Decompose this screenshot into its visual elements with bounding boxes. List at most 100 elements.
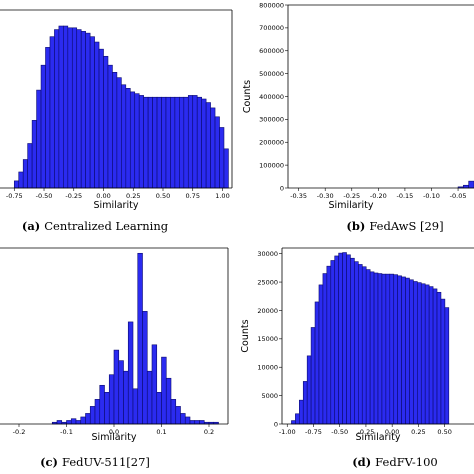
y-tick-label: 30000 (257, 250, 278, 258)
x-tick-label: -1.00 (279, 428, 296, 436)
caption-label: (c) (40, 455, 58, 469)
histogram-bar (196, 96, 202, 189)
x-tick-label: 0.0 (109, 428, 119, 436)
y-tick-label: 800000 (259, 1, 284, 9)
x-tick-label: -0.30 (317, 192, 334, 200)
histogram-bar (98, 48, 104, 189)
x-tick-label: -0.25 (358, 428, 375, 436)
histogram-bar (113, 349, 120, 425)
histogram-bar (201, 98, 207, 189)
histogram-bar (75, 420, 82, 425)
histogram-bar (424, 284, 430, 425)
histogram-bar (76, 29, 82, 189)
x-tick-label: -0.25 (343, 192, 360, 200)
histogram-bar (71, 27, 78, 189)
histogram-bar (302, 381, 308, 425)
x-tick-label: 0.2 (204, 428, 214, 436)
histogram-bar (108, 374, 115, 425)
histogram-bar (80, 416, 86, 425)
histogram-bar (346, 254, 351, 425)
axes-frame-d (281, 247, 474, 425)
y-axis-label: Counts (242, 80, 253, 113)
histogram-bar (338, 252, 343, 425)
x-tick-label: -0.10 (423, 192, 440, 200)
histogram-bar (56, 420, 63, 425)
histogram-bar (18, 171, 24, 189)
histogram-bar (361, 266, 367, 425)
histogram-bar (54, 29, 60, 189)
histogram-bar (156, 392, 162, 425)
histogram-bar (165, 96, 171, 189)
histogram-bar (187, 95, 194, 189)
caption-text: Centralized Learning (44, 219, 169, 233)
histogram-bar (184, 416, 191, 425)
panel-b: -0.35 -0.30 -0.25 -0.20 -0.15 -0.10 -0.05 0 1000… (242, 1, 474, 233)
histogram-bar (104, 392, 110, 425)
histogram-bar (85, 32, 91, 189)
histogram-bar (67, 27, 73, 189)
histogram-bar (432, 288, 438, 425)
y-tick-label: 300000 (259, 116, 284, 124)
histogram-bar (295, 413, 300, 425)
x-tick-label: 0.75 (185, 192, 199, 200)
histogram-bar (334, 255, 339, 425)
y-tick-label: 15000 (257, 335, 278, 343)
y-tick-label: 5000 (261, 392, 278, 400)
x-axis-label: Similarity (92, 432, 137, 443)
histogram-bar (194, 420, 200, 425)
histogram-bar (401, 276, 406, 425)
x-tick-label: 0.25 (411, 428, 425, 436)
histogram-bar (299, 399, 304, 425)
histogram-bar (156, 96, 162, 189)
panel-d: -1.00 -0.75 -0.50 -0.25 0.00 0.25 0.50 0 5000 100… (240, 247, 474, 469)
x-tick-label: 0.00 (385, 428, 399, 436)
histogram-bar (127, 321, 134, 425)
histogram-bar (132, 388, 139, 425)
histogram-bar (147, 96, 153, 189)
y-tick-label: 400000 (259, 93, 284, 101)
panel-caption: (a) Centralized Learning (22, 219, 169, 233)
histogram-bar (397, 275, 402, 425)
histogram-bar (428, 286, 434, 425)
histogram-bar (45, 47, 51, 189)
histogram-bar (291, 420, 296, 425)
histogram-bar (143, 96, 149, 189)
histogram-bar (94, 41, 100, 189)
histogram-bar (152, 96, 158, 189)
x-tick-label: -0.35 (290, 192, 307, 200)
x-axis-label: Similarity (356, 432, 401, 443)
histogram-bar (440, 298, 446, 425)
x-tick-label: 0.50 (156, 192, 170, 200)
histogram-bar (170, 399, 177, 425)
histogram-bar (314, 301, 320, 425)
x-axis-label: Similarity (94, 200, 139, 211)
y-tick-label: 600000 (259, 47, 284, 55)
histogram-bar (161, 96, 167, 189)
histogram-bar (405, 277, 410, 425)
x-tick-label: -0.75 (6, 192, 23, 200)
histogram-bar (358, 264, 363, 425)
histogram-bar (112, 72, 118, 189)
x-axis-label: Similarity (329, 200, 374, 211)
x-tick-label: 0.1 (156, 428, 166, 436)
histogram-bar (58, 25, 64, 189)
histogram-bar (373, 272, 379, 425)
caption-label: (b) (346, 219, 365, 233)
x-tick-label: 0.25 (126, 192, 140, 200)
histogram-bar (377, 273, 383, 425)
histogram-bar (189, 420, 196, 425)
histogram-bar (99, 384, 105, 425)
histogram-bar (125, 88, 131, 189)
histogram-bar (306, 355, 312, 425)
histogram-bar (223, 148, 229, 189)
histogram-bar (369, 271, 375, 425)
caption-text: FedUV-511[27] (62, 455, 150, 469)
y-tick-label: 20000 (257, 307, 278, 315)
histogram-bar (205, 102, 211, 189)
histogram-bar (468, 180, 474, 189)
histogram-bar (409, 279, 414, 425)
histogram-bar (151, 344, 158, 425)
panel-caption: (b) FedAwS [29] (346, 219, 443, 233)
histogram-bar (121, 84, 127, 189)
